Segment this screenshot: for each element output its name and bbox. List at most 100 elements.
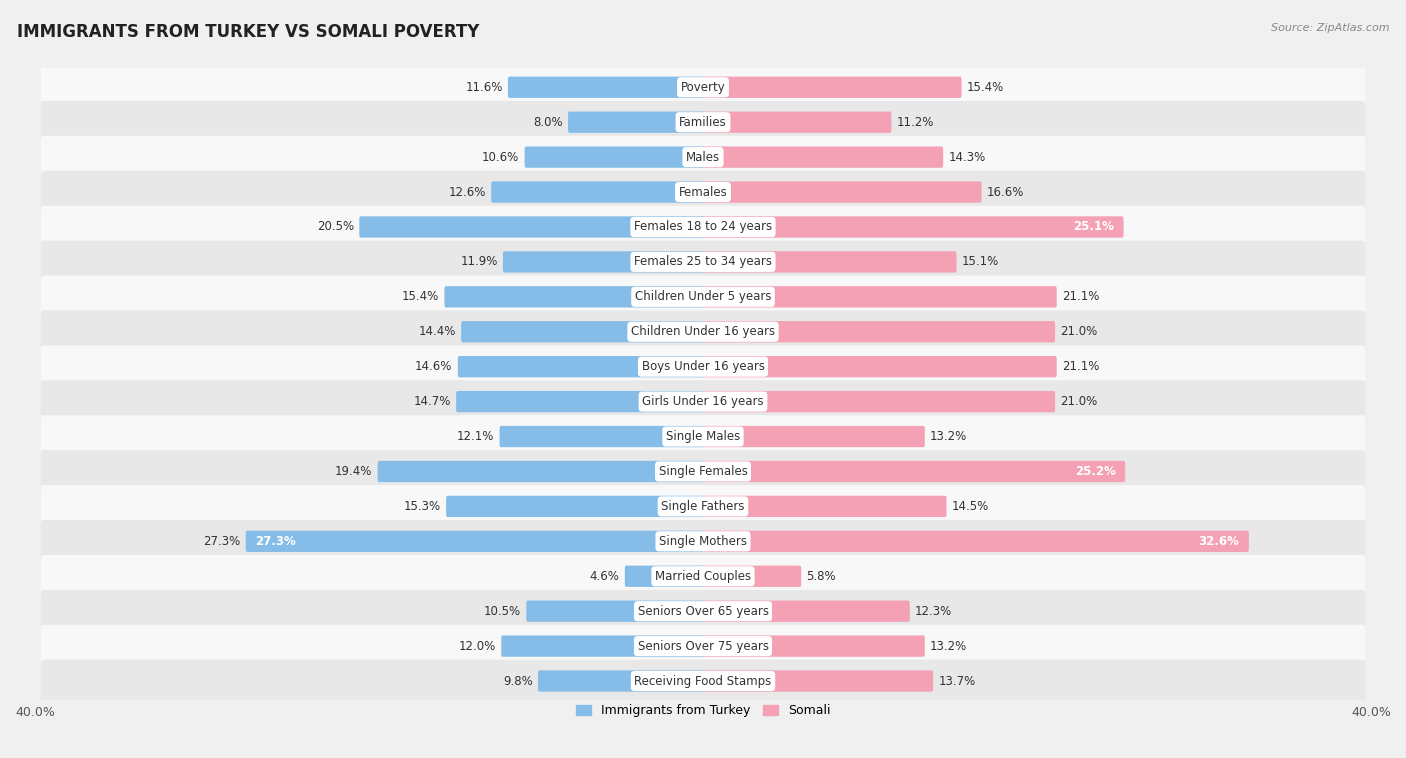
FancyBboxPatch shape: [456, 391, 704, 412]
FancyBboxPatch shape: [41, 311, 1365, 353]
FancyBboxPatch shape: [702, 600, 910, 622]
FancyBboxPatch shape: [360, 216, 704, 237]
Text: 19.4%: 19.4%: [335, 465, 373, 478]
Text: 15.4%: 15.4%: [967, 81, 1004, 94]
FancyBboxPatch shape: [458, 356, 704, 377]
FancyBboxPatch shape: [461, 321, 704, 343]
FancyBboxPatch shape: [41, 171, 1365, 213]
FancyBboxPatch shape: [702, 565, 801, 587]
Text: Females 18 to 24 years: Females 18 to 24 years: [634, 221, 772, 233]
FancyBboxPatch shape: [41, 485, 1365, 528]
Text: 10.6%: 10.6%: [482, 151, 519, 164]
Text: Poverty: Poverty: [681, 81, 725, 94]
Text: 27.3%: 27.3%: [256, 535, 297, 548]
FancyBboxPatch shape: [702, 670, 934, 692]
Text: 13.7%: 13.7%: [938, 675, 976, 688]
FancyBboxPatch shape: [508, 77, 704, 98]
Text: 14.5%: 14.5%: [952, 500, 988, 513]
FancyBboxPatch shape: [538, 670, 704, 692]
FancyBboxPatch shape: [41, 136, 1365, 178]
Text: 14.6%: 14.6%: [415, 360, 453, 373]
FancyBboxPatch shape: [568, 111, 704, 133]
Legend: Immigrants from Turkey, Somali: Immigrants from Turkey, Somali: [571, 700, 835, 722]
FancyBboxPatch shape: [41, 346, 1365, 388]
FancyBboxPatch shape: [702, 391, 1054, 412]
Text: Boys Under 16 years: Boys Under 16 years: [641, 360, 765, 373]
Text: Single Fathers: Single Fathers: [661, 500, 745, 513]
Text: Seniors Over 65 years: Seniors Over 65 years: [637, 605, 769, 618]
FancyBboxPatch shape: [503, 251, 704, 273]
FancyBboxPatch shape: [491, 181, 704, 202]
FancyBboxPatch shape: [41, 101, 1365, 143]
FancyBboxPatch shape: [702, 426, 925, 447]
Text: Receiving Food Stamps: Receiving Food Stamps: [634, 675, 772, 688]
Text: 9.8%: 9.8%: [503, 675, 533, 688]
Text: Children Under 16 years: Children Under 16 years: [631, 325, 775, 338]
Text: Families: Families: [679, 116, 727, 129]
Text: 16.6%: 16.6%: [987, 186, 1025, 199]
Text: 20.5%: 20.5%: [316, 221, 354, 233]
FancyBboxPatch shape: [526, 600, 704, 622]
Text: IMMIGRANTS FROM TURKEY VS SOMALI POVERTY: IMMIGRANTS FROM TURKEY VS SOMALI POVERTY: [17, 23, 479, 41]
FancyBboxPatch shape: [41, 625, 1365, 667]
Text: Source: ZipAtlas.com: Source: ZipAtlas.com: [1271, 23, 1389, 33]
Text: 15.3%: 15.3%: [404, 500, 441, 513]
Text: 27.3%: 27.3%: [202, 535, 240, 548]
FancyBboxPatch shape: [41, 240, 1365, 283]
FancyBboxPatch shape: [41, 275, 1365, 318]
Text: 21.0%: 21.0%: [1060, 325, 1098, 338]
FancyBboxPatch shape: [41, 450, 1365, 493]
FancyBboxPatch shape: [41, 520, 1365, 562]
FancyBboxPatch shape: [41, 381, 1365, 423]
FancyBboxPatch shape: [702, 496, 946, 517]
FancyBboxPatch shape: [702, 216, 1123, 237]
Text: 25.1%: 25.1%: [1073, 221, 1114, 233]
FancyBboxPatch shape: [378, 461, 704, 482]
FancyBboxPatch shape: [702, 111, 891, 133]
FancyBboxPatch shape: [524, 146, 704, 168]
FancyBboxPatch shape: [499, 426, 704, 447]
Text: 12.6%: 12.6%: [449, 186, 486, 199]
FancyBboxPatch shape: [702, 287, 1057, 308]
Text: 11.2%: 11.2%: [897, 116, 934, 129]
Text: Single Females: Single Females: [658, 465, 748, 478]
Text: 10.5%: 10.5%: [484, 605, 522, 618]
FancyBboxPatch shape: [41, 415, 1365, 458]
Text: 12.0%: 12.0%: [458, 640, 496, 653]
Text: 12.3%: 12.3%: [915, 605, 952, 618]
Text: Females: Females: [679, 186, 727, 199]
Text: 14.3%: 14.3%: [949, 151, 986, 164]
Text: 21.1%: 21.1%: [1062, 360, 1099, 373]
FancyBboxPatch shape: [502, 635, 704, 656]
FancyBboxPatch shape: [246, 531, 704, 552]
FancyBboxPatch shape: [41, 659, 1365, 703]
FancyBboxPatch shape: [702, 146, 943, 168]
Text: 5.8%: 5.8%: [807, 570, 837, 583]
FancyBboxPatch shape: [702, 356, 1057, 377]
Text: 13.2%: 13.2%: [931, 640, 967, 653]
FancyBboxPatch shape: [444, 287, 704, 308]
FancyBboxPatch shape: [702, 531, 1249, 552]
FancyBboxPatch shape: [702, 635, 925, 656]
Text: 8.0%: 8.0%: [533, 116, 562, 129]
Text: Single Mothers: Single Mothers: [659, 535, 747, 548]
FancyBboxPatch shape: [41, 66, 1365, 108]
FancyBboxPatch shape: [41, 555, 1365, 597]
Text: 32.6%: 32.6%: [1198, 535, 1239, 548]
Text: 25.2%: 25.2%: [1074, 465, 1115, 478]
FancyBboxPatch shape: [702, 461, 1125, 482]
Text: 12.1%: 12.1%: [457, 430, 495, 443]
Text: Seniors Over 75 years: Seniors Over 75 years: [637, 640, 769, 653]
FancyBboxPatch shape: [702, 321, 1054, 343]
Text: 11.6%: 11.6%: [465, 81, 502, 94]
Text: 21.1%: 21.1%: [1062, 290, 1099, 303]
Text: Girls Under 16 years: Girls Under 16 years: [643, 395, 763, 408]
FancyBboxPatch shape: [41, 205, 1365, 249]
Text: 13.2%: 13.2%: [931, 430, 967, 443]
Text: 4.6%: 4.6%: [589, 570, 620, 583]
Text: 14.7%: 14.7%: [413, 395, 451, 408]
FancyBboxPatch shape: [702, 181, 981, 202]
Text: Children Under 5 years: Children Under 5 years: [634, 290, 772, 303]
Text: 11.9%: 11.9%: [460, 255, 498, 268]
FancyBboxPatch shape: [702, 251, 956, 273]
